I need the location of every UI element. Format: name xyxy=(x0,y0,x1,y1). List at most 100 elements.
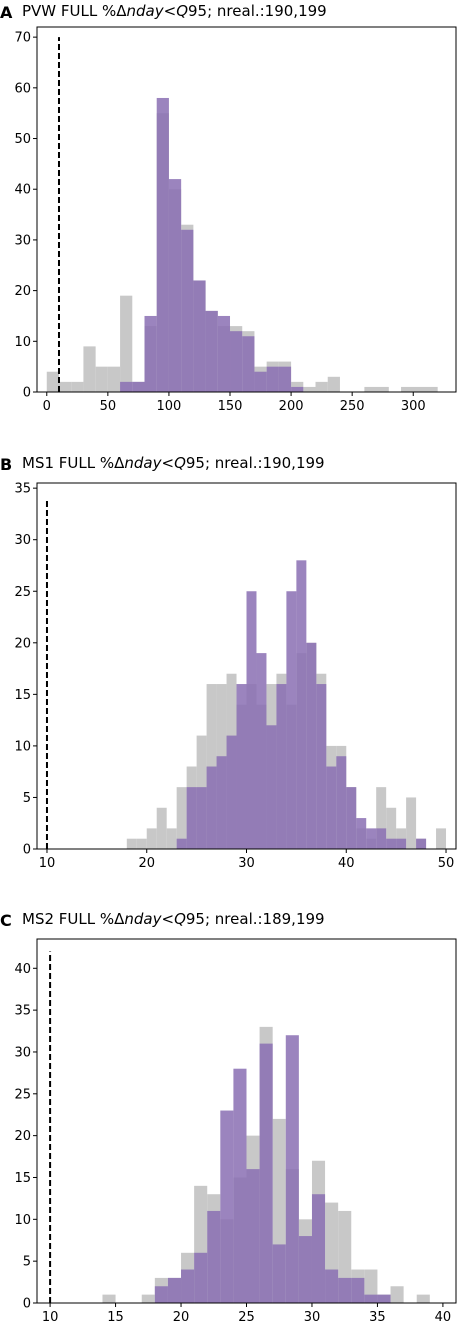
histogram-bar xyxy=(356,818,367,849)
axes-frame xyxy=(36,26,457,393)
histogram-bar xyxy=(181,1269,195,1303)
histogram-bar xyxy=(141,1294,155,1303)
histogram-bar xyxy=(120,381,133,392)
panel-letter: B xyxy=(0,455,12,474)
histogram-bar xyxy=(259,1043,273,1303)
panel-title: MS1 FULL %Δnday<Q95; nreal.:190,199 xyxy=(22,454,325,472)
histogram-bar xyxy=(176,787,187,849)
y-tick-label: 35 xyxy=(14,1004,31,1019)
x-tick-label: 250 xyxy=(340,399,365,414)
histogram-bar xyxy=(325,1269,339,1303)
histogram-bar xyxy=(311,1194,326,1303)
histogram-bar xyxy=(376,828,387,849)
panel-title: MS2 FULL %Δnday<Q95; nreal.:189,199 xyxy=(22,910,325,928)
histogram-bar xyxy=(146,828,157,849)
histogram-bar xyxy=(338,1277,352,1303)
y-tick-label: 30 xyxy=(14,1045,31,1060)
histogram-bar xyxy=(401,386,438,392)
y-tick-label: 0 xyxy=(23,843,31,858)
histogram-bar xyxy=(95,366,108,392)
histogram-bar xyxy=(107,366,121,392)
histogram-bar xyxy=(176,838,187,849)
histogram-bar xyxy=(386,838,397,849)
y-tick-label: 35 xyxy=(14,482,31,497)
x-tick-label: 10 xyxy=(42,1310,59,1325)
y-tick-label: 15 xyxy=(14,1171,31,1186)
series-2-bars xyxy=(120,97,304,392)
histogram-bar xyxy=(207,1210,221,1303)
x-tick-label: 50 xyxy=(100,399,117,414)
histogram-bar xyxy=(416,1294,430,1303)
series-2-bars xyxy=(154,1035,391,1303)
histogram-bar xyxy=(144,315,157,392)
y-tick-label: 60 xyxy=(14,81,31,96)
histogram-bar xyxy=(396,838,407,849)
histogram-bar xyxy=(416,838,427,849)
histogram-bar xyxy=(272,1244,286,1303)
series-2-bars xyxy=(176,560,427,849)
y-tick-label: 0 xyxy=(23,1297,31,1312)
y-tick-label: 10 xyxy=(14,739,31,754)
panel-a: A PVW FULL %Δnday<Q95; nreal.:190,199 0 50 1… xyxy=(0,2,457,414)
histogram-bar xyxy=(83,346,96,393)
histogram-bar xyxy=(386,807,397,849)
histogram-bar xyxy=(316,684,327,849)
x-tick-label: 40 xyxy=(338,856,355,871)
y-tick-label: 50 xyxy=(14,132,31,147)
x-tick-label: 10 xyxy=(39,856,56,871)
y-tick-label: 10 xyxy=(14,335,31,350)
histogram-bar xyxy=(278,366,292,392)
histogram-bar xyxy=(220,1110,234,1303)
histogram-bar xyxy=(226,735,237,849)
histogram-bar xyxy=(167,1277,182,1303)
histogram-bar xyxy=(296,560,307,849)
x-tick-label: 20 xyxy=(138,856,155,871)
histogram-bar xyxy=(266,366,279,392)
histogram-bar xyxy=(196,787,207,849)
histogram-bar xyxy=(256,653,267,849)
x-tick-label: 300 xyxy=(401,399,426,414)
histogram-bar xyxy=(286,591,297,849)
histogram-bar xyxy=(351,1277,365,1303)
histogram-bar xyxy=(326,766,337,849)
y-tick-label: 30 xyxy=(14,233,31,248)
x-tick-label: 15 xyxy=(107,1310,124,1325)
y-tick-label: 40 xyxy=(14,962,31,977)
histogram-bar xyxy=(242,336,255,392)
histogram-bar xyxy=(366,828,377,849)
y-tick-label: 10 xyxy=(14,1213,31,1228)
histogram-bar xyxy=(154,1286,168,1303)
x-tick-label: 30 xyxy=(238,856,255,871)
x-tick-label: 30 xyxy=(304,1310,321,1325)
y-tick-label: 5 xyxy=(23,1255,31,1270)
y-tick-label: 15 xyxy=(14,688,31,703)
histogram-bar xyxy=(298,1236,312,1303)
histogram-bar xyxy=(136,838,147,849)
x-tick-label: 0 xyxy=(43,399,51,414)
x-tick-label: 200 xyxy=(279,399,304,414)
histogram-bar xyxy=(276,684,287,849)
y-tick-label: 70 xyxy=(14,31,31,46)
histogram-bar xyxy=(71,381,84,392)
y-tick-label: 30 xyxy=(14,533,31,548)
histogram-bar xyxy=(364,1294,378,1303)
y-tick-label: 25 xyxy=(14,1087,31,1102)
panel-letter: A xyxy=(0,3,13,22)
histogram-bar xyxy=(205,310,218,392)
panel-b: B MS1 FULL %Δnday<Q95; nreal.:190,199 10 20… xyxy=(0,454,457,871)
histogram-bar xyxy=(216,756,227,849)
histogram-bar xyxy=(156,97,169,392)
histogram-bar xyxy=(120,295,133,392)
x-tick-label: 40 xyxy=(435,1310,452,1325)
histogram-bar xyxy=(364,386,389,392)
histogram-bar xyxy=(336,756,347,849)
y-tick-label: 20 xyxy=(14,636,31,651)
histogram-bar xyxy=(246,591,257,849)
histogram-bar xyxy=(186,787,197,849)
y-tick-label: 0 xyxy=(23,386,31,401)
histogram-bar xyxy=(406,797,417,849)
y-tick-label: 25 xyxy=(14,585,31,600)
y-tick-label: 20 xyxy=(14,1129,31,1144)
histogram-bar xyxy=(193,280,206,392)
